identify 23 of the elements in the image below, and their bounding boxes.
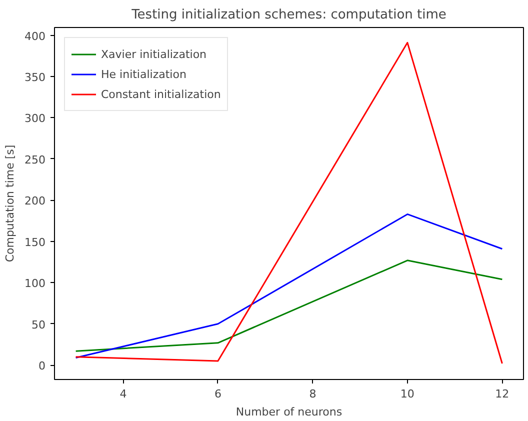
y-axis-title: Computation time [s] xyxy=(4,144,17,262)
y-tick-label: 0 xyxy=(38,360,46,373)
x-tick-label: 12 xyxy=(495,388,510,400)
legend-label: He initialization xyxy=(101,68,186,80)
y-tick-label: 350 xyxy=(24,70,46,84)
x-tick-label: 6 xyxy=(214,388,222,400)
y-tick-label: 150 xyxy=(24,236,46,249)
line-series xyxy=(75,213,503,358)
y-tick-label: 100 xyxy=(24,277,46,290)
y-tick-label: 400 xyxy=(24,30,46,43)
x-tick-label: 4 xyxy=(120,388,127,400)
y-tick-label: 50 xyxy=(32,318,46,332)
x-axis-title: Number of neurons xyxy=(236,406,342,418)
x-tick-label: 8 xyxy=(309,388,316,400)
legend-label: Constant initialization xyxy=(101,88,221,100)
chart-title: Testing initialization schemes: computation time xyxy=(130,8,446,22)
x-tick-label: 10 xyxy=(400,388,414,400)
y-tick-label: 250 xyxy=(24,153,46,166)
legend-label: Xavier initialization xyxy=(101,48,207,60)
line-series xyxy=(75,42,503,364)
y-tick-label: 300 xyxy=(24,112,46,126)
y-tick-label: 200 xyxy=(24,194,46,208)
line-series xyxy=(75,260,503,352)
